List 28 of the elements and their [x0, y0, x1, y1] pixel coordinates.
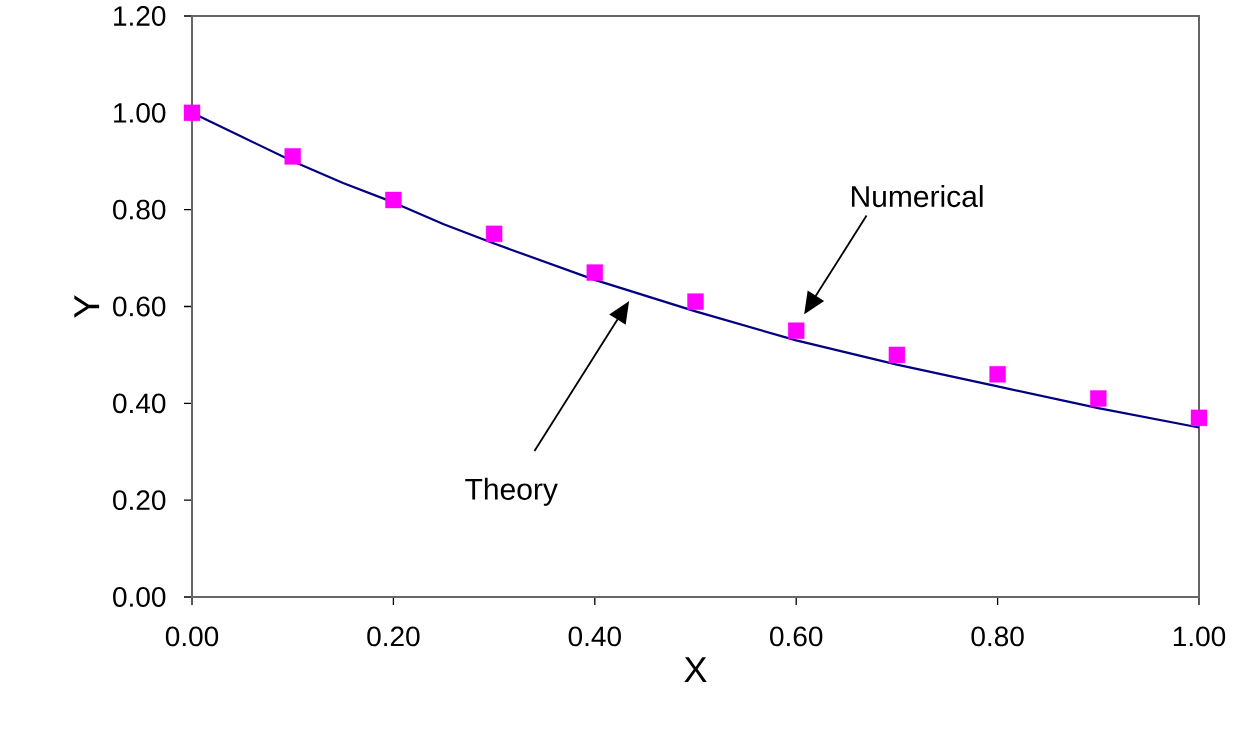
y-tick-label: 0.40: [113, 393, 166, 414]
y-tick-label: 0.80: [113, 199, 166, 220]
y-tick-label: 1.00: [114, 102, 166, 123]
annotation: Numerical: [851, 185, 983, 208]
point: [1090, 390, 1107, 407]
x-tick-label: 0.80: [971, 626, 1024, 647]
point: [1190, 409, 1208, 427]
point: [586, 264, 603, 281]
point: [888, 346, 906, 364]
point: [788, 322, 805, 339]
y-tick-label: 0.20: [113, 490, 166, 511]
point: [183, 104, 201, 122]
x-tick-label: 0.40: [568, 626, 621, 647]
x-axis-title: X: [684, 657, 707, 682]
x-tick-label: 0.60: [770, 626, 823, 647]
point: [989, 366, 1006, 383]
x-tick-label: 1.00: [1173, 626, 1226, 647]
point: [284, 148, 301, 165]
y-tick-label: 0.00: [113, 587, 166, 607]
point: [385, 191, 402, 209]
y-axis-title: Y: [74, 295, 100, 318]
point: [687, 293, 704, 310]
x-tick-label: 0.00: [165, 626, 219, 647]
annotation: Theory: [465, 477, 558, 506]
point: [485, 225, 503, 243]
y-tick-label: 0.60: [113, 296, 166, 317]
x-tick-label: 0.20: [367, 626, 420, 647]
y-tick-label: 1.20: [114, 6, 166, 26]
